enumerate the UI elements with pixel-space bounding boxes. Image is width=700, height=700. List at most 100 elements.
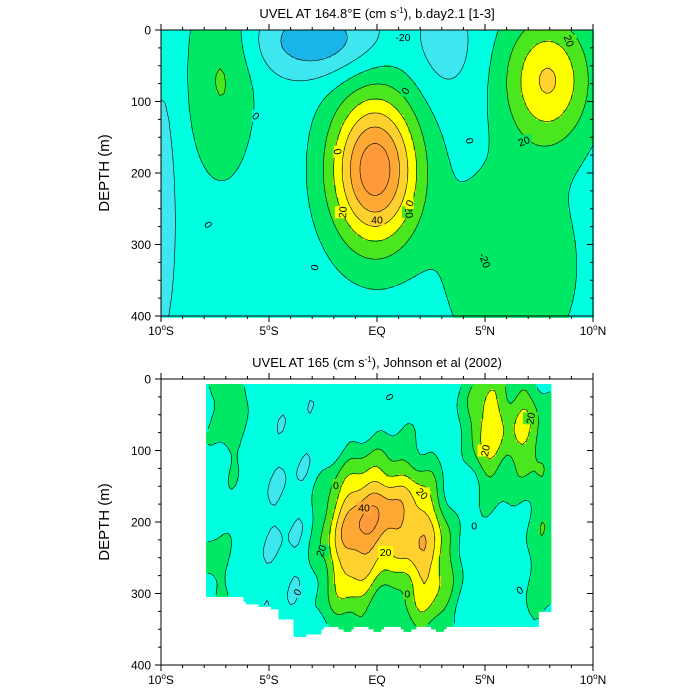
contour-cell bbox=[171, 305, 174, 308]
contour-cell bbox=[191, 45, 194, 48]
contour-cell bbox=[211, 200, 214, 203]
contour-cell bbox=[246, 115, 249, 118]
contour-cell bbox=[171, 195, 174, 198]
contour-cell bbox=[231, 92, 234, 96]
contour-cell bbox=[218, 197, 222, 201]
contour-cell bbox=[236, 260, 239, 263]
contour-cell bbox=[266, 80, 269, 83]
contour-cell bbox=[198, 230, 202, 233]
contour-cell bbox=[168, 32, 172, 36]
contour-cell bbox=[258, 65, 262, 68]
contour-cell bbox=[183, 255, 187, 258]
contour-cell bbox=[201, 47, 204, 51]
contour-cell bbox=[198, 137, 202, 141]
contour-cell bbox=[193, 57, 197, 61]
contour-cell bbox=[223, 230, 227, 233]
contour-cell bbox=[166, 165, 169, 168]
contour-cell bbox=[258, 237, 262, 241]
contour-cell bbox=[218, 42, 222, 46]
contour-cell bbox=[266, 45, 269, 48]
contour-cell bbox=[238, 270, 242, 273]
contour-cell bbox=[196, 275, 199, 278]
contour-cell bbox=[183, 225, 187, 228]
contour-cell bbox=[198, 75, 202, 78]
contour-cell bbox=[253, 135, 257, 138]
contour-cell bbox=[173, 95, 177, 98]
contour-cell bbox=[203, 147, 207, 151]
contour-cell bbox=[231, 175, 234, 178]
contour-cell bbox=[226, 312, 229, 316]
contour-cell bbox=[236, 257, 239, 261]
contour-cell bbox=[161, 82, 164, 86]
contour-cell bbox=[226, 277, 229, 281]
contour-cell bbox=[263, 190, 267, 193]
contour-cell bbox=[178, 202, 182, 206]
contour-cell bbox=[163, 160, 167, 163]
contour-cell bbox=[178, 265, 182, 268]
contour-cell bbox=[201, 145, 204, 148]
contour-cell bbox=[198, 295, 202, 298]
contour-cell bbox=[246, 240, 249, 243]
contour-cell bbox=[256, 75, 259, 78]
contour-cell bbox=[163, 265, 167, 268]
contour-cell bbox=[251, 292, 254, 296]
contour-cell bbox=[211, 165, 214, 168]
contour-cell bbox=[188, 202, 192, 206]
contour-cell bbox=[163, 62, 167, 66]
contour-cell bbox=[211, 120, 214, 123]
contour-cell bbox=[178, 267, 182, 271]
contour-cell bbox=[173, 220, 177, 223]
contour-cell bbox=[241, 262, 244, 266]
contour-cell bbox=[213, 260, 217, 263]
contour-cell bbox=[176, 312, 179, 316]
contour-cell bbox=[201, 122, 204, 126]
contour-cell bbox=[186, 195, 189, 198]
contour-cell bbox=[193, 115, 197, 118]
contour-cell bbox=[206, 122, 209, 126]
contour-cell bbox=[223, 142, 227, 146]
contour-cell bbox=[266, 55, 269, 58]
contour-cell bbox=[216, 245, 219, 248]
contour-cell bbox=[171, 190, 174, 193]
contour-cell bbox=[208, 177, 212, 181]
contour-cell bbox=[178, 255, 182, 258]
contour-cell bbox=[238, 137, 242, 141]
contour-cell bbox=[183, 30, 187, 33]
contour-cell bbox=[263, 82, 267, 86]
contour-cell bbox=[171, 185, 174, 188]
contour-cell bbox=[236, 90, 239, 93]
contour-cell bbox=[178, 172, 182, 176]
contour-cell bbox=[221, 257, 224, 261]
contour-cell bbox=[206, 292, 209, 296]
contour-cell bbox=[201, 305, 204, 308]
contour-cell bbox=[166, 287, 169, 291]
contour-cell bbox=[163, 272, 167, 276]
contour-cell bbox=[188, 127, 192, 131]
contour-cell bbox=[166, 275, 169, 278]
contour-cell bbox=[211, 215, 214, 218]
contour-cell bbox=[196, 202, 199, 206]
contour-cell bbox=[191, 232, 194, 236]
contour-cell bbox=[261, 102, 264, 106]
contour-cell bbox=[256, 247, 259, 251]
contour-cell bbox=[266, 57, 269, 61]
contour-cell bbox=[213, 265, 217, 268]
contour-cell bbox=[216, 115, 219, 118]
contour-cell bbox=[251, 40, 254, 43]
contour-cell bbox=[223, 70, 227, 73]
contour-cell bbox=[168, 162, 172, 166]
contour-cell bbox=[213, 195, 217, 198]
contour-cell bbox=[231, 210, 234, 213]
contour-cell bbox=[161, 165, 164, 168]
contour-cell bbox=[211, 142, 214, 146]
contour-cell bbox=[178, 210, 182, 213]
contour-cell bbox=[176, 75, 179, 78]
contour-cell bbox=[243, 42, 247, 46]
contour-cell bbox=[233, 292, 237, 296]
contour-cell bbox=[261, 50, 264, 53]
contour-cell bbox=[223, 165, 227, 168]
contour-cell bbox=[163, 32, 167, 36]
contour-cell bbox=[263, 80, 267, 83]
contour-cell bbox=[191, 270, 194, 273]
contour-cell bbox=[181, 247, 184, 251]
